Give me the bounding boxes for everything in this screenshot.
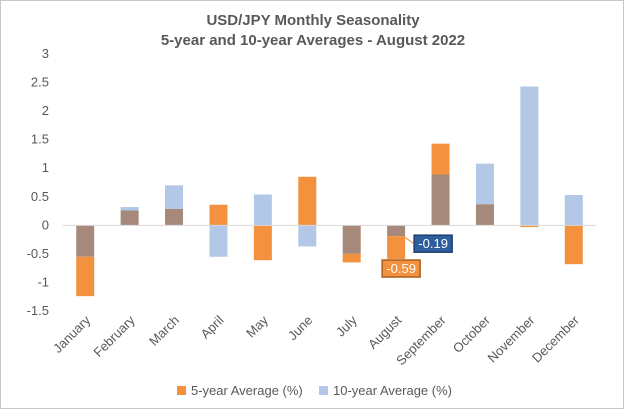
y-tick-label: 1 (42, 160, 49, 175)
x-tick-label: July (333, 312, 360, 339)
y-tick-label: -1.5 (27, 303, 49, 318)
y-axis-tick-labels: 3 2.5 2 1.5 1 0.5 0 -0.5 -1 -1.5 (27, 46, 49, 318)
y-tick-label: 0 (42, 217, 49, 232)
legend-swatch-5yr (177, 386, 186, 395)
legend: 5-year Average (%) 10-year Average (%) (177, 383, 452, 398)
x-tick-label: May (243, 312, 271, 340)
bar-5yr (431, 143, 450, 175)
bar-10yr (564, 195, 583, 226)
chart-title: USD/JPY Monthly Seasonality (206, 12, 420, 29)
bar-10yr (520, 86, 539, 226)
callouts: -0.19-0.59 (381, 234, 453, 278)
x-tick-label: January (50, 312, 94, 356)
legend-label-5yr: 5-year Average (%) (191, 383, 303, 398)
bar-5yr (253, 225, 272, 261)
bar-10yr (165, 185, 184, 209)
callout-leader (402, 235, 415, 245)
bar-10yr (298, 225, 317, 247)
bar-5yr (342, 253, 361, 263)
bar-5yr (209, 204, 228, 226)
bar-5yr (387, 236, 406, 260)
x-tick-label: August (365, 312, 404, 351)
x-tick-label: November (484, 312, 537, 365)
bar-5yr (76, 256, 95, 297)
bar-overlap (120, 210, 139, 226)
callout-box (381, 259, 421, 278)
bar-overlap (387, 225, 406, 237)
bar-overlap (76, 225, 95, 257)
y-tick-label: 2.5 (31, 75, 49, 90)
bar-overlap (342, 225, 361, 254)
x-tick-label: December (529, 312, 582, 365)
chart-subtitle: 5-year and 10-year Averages - August 202… (161, 32, 465, 49)
y-tick-label: 0.5 (31, 189, 49, 204)
y-tick-label: -0.5 (27, 246, 49, 261)
bar-overlap (475, 204, 494, 226)
legend-label-10yr: 10-year Average (%) (333, 383, 452, 398)
x-tick-label: April (198, 312, 227, 341)
x-tick-label: June (285, 313, 316, 344)
bar-overlap (165, 208, 184, 226)
callout-label: -0.19 (418, 236, 448, 251)
y-tick-label: -1 (37, 274, 49, 289)
bar-5yr (520, 225, 539, 228)
callout-box (413, 234, 453, 253)
bar-10yr (120, 207, 139, 211)
bar-5yr (298, 176, 317, 226)
bar-overlap (431, 174, 450, 226)
x-tick-label: February (90, 312, 138, 360)
callout-label: -0.59 (386, 261, 416, 276)
legend-swatch-10yr (319, 386, 328, 395)
y-tick-label: 1.5 (31, 132, 49, 147)
bars (76, 86, 583, 297)
bar-10yr (475, 163, 494, 205)
bar-10yr (253, 194, 272, 226)
y-tick-label: 2 (42, 103, 49, 118)
y-tick-label: 3 (42, 46, 49, 61)
bar-5yr (564, 225, 583, 265)
x-tick-label: March (146, 313, 182, 349)
x-tick-label: October (450, 312, 494, 356)
bar-10yr (209, 225, 228, 257)
